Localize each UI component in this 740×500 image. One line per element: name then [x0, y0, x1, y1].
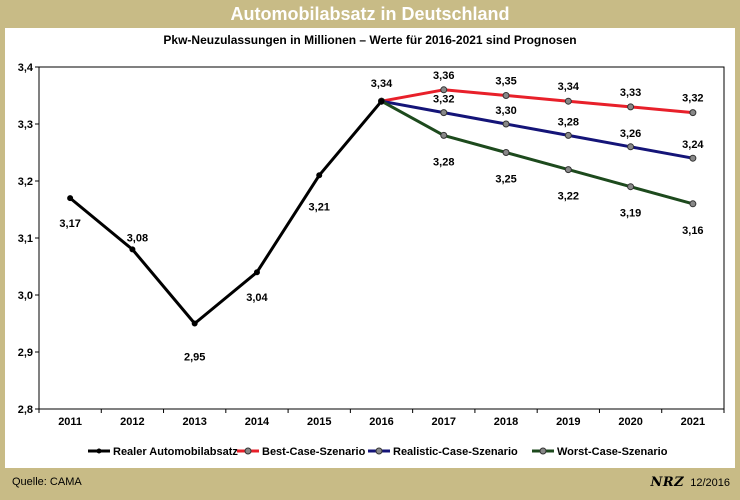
legend-label-worst: Worst-Case-Szenario [557, 446, 668, 458]
source-note: Quelle: CAMA [12, 476, 82, 488]
data-point-worst [440, 131, 448, 139]
data-label: 2,95 [184, 352, 205, 364]
y-tick-label: 2,8 [18, 404, 33, 416]
line-chart: Pkw-Neuzulassungen in Millionen – Werte … [18, 33, 725, 458]
x-tick-label: 2012 [120, 416, 144, 428]
data-point-best [689, 109, 697, 117]
data-label: 3,25 [495, 174, 516, 186]
y-tick-label: 3,3 [18, 119, 33, 131]
data-point-worst [502, 149, 510, 156]
publication-date: 12/2016 [690, 477, 730, 489]
data-point-real [316, 172, 323, 179]
data-label: 3,22 [558, 191, 579, 203]
legend: Realer Automobilabsatz Best-Case-Szenario… [88, 446, 668, 458]
x-tick-label: 2020 [618, 416, 642, 428]
x-tick-label: 2018 [494, 416, 518, 428]
legend-label-best: Best-Case-Szenario [262, 446, 366, 458]
series-layer [67, 86, 697, 327]
legend-marker-realistic [375, 447, 383, 455]
data-label: 3,04 [246, 292, 268, 304]
data-label: 3,28 [558, 116, 579, 128]
data-label: 3,34 [558, 81, 580, 93]
publisher-credit: NRZ 12/2016 [650, 475, 730, 490]
data-point-best [440, 86, 448, 94]
data-label: 3,28 [433, 156, 454, 168]
data-label: 3,32 [682, 93, 703, 105]
data-label: 3,19 [620, 208, 641, 220]
data-label: 3,24 [682, 139, 704, 151]
data-label: 3,26 [620, 128, 641, 140]
legend-marker-real [96, 448, 102, 454]
y-tick-label: 3,0 [18, 290, 33, 302]
x-tick-label: 2014 [245, 416, 270, 428]
x-tick-label: 2017 [432, 416, 456, 428]
y-tick-label: 3,1 [18, 233, 33, 245]
data-point-worst [564, 166, 572, 174]
data-label: 3,34 [371, 78, 393, 90]
data-point-real [378, 98, 385, 105]
data-point-worst [689, 200, 697, 208]
publisher-logo: NRZ [650, 475, 685, 490]
x-tick-label: 2019 [556, 416, 580, 428]
data-point-real [67, 195, 74, 202]
data-point-realistic [502, 120, 510, 128]
x-tick-label: 2015 [307, 416, 331, 428]
chart-panel: Pkw-Neuzulassungen in Millionen – Werte … [5, 28, 735, 468]
chart-title: Pkw-Neuzulassungen in Millionen – Werte … [163, 33, 576, 47]
data-point-best [564, 97, 572, 105]
x-tick-label: 2021 [681, 416, 705, 428]
legend-label-realistic: Realistic-Case-Szenario [393, 446, 518, 458]
series-line-worst [380, 99, 694, 206]
legend-label-real: Realer Automobilabsatz [113, 446, 238, 458]
data-point-realistic [689, 154, 697, 162]
axes: 2,8 2,9 3,0 3,1 3,2 3,3 3,4 2011 2012 2013 2014 201… [18, 62, 725, 428]
header-title: Automobilabsatz in Deutschland [230, 4, 510, 24]
data-point-realistic [564, 131, 572, 139]
data-point-real [253, 269, 260, 276]
data-label: 3,16 [682, 225, 703, 237]
data-point-realistic [440, 109, 448, 117]
series-line-best [381, 88, 694, 115]
data-label: 3,32 [433, 94, 454, 106]
data-point-best [502, 92, 510, 99]
series-line-real [69, 100, 383, 325]
data-point-real [191, 320, 198, 327]
x-tick-label: 2011 [58, 416, 82, 428]
data-label: 3,33 [620, 87, 641, 99]
x-tick-label: 2016 [369, 416, 393, 428]
data-point-real [129, 246, 136, 253]
data-label: 3,08 [127, 232, 148, 244]
data-point-realistic [627, 143, 635, 151]
data-labels: 3,36 3,35 3,34 3,33 3,32 3,32 3,30 3,28 3,26 3,24… [59, 70, 704, 364]
y-tick-label: 3,2 [18, 176, 33, 188]
data-label: 3,21 [309, 201, 330, 213]
legend-marker-best [244, 447, 252, 455]
data-point-worst [627, 183, 635, 191]
legend-marker-worst [539, 447, 547, 455]
y-tick-label: 3,4 [18, 62, 34, 74]
data-label: 3,35 [495, 76, 516, 88]
y-tick-label: 2,9 [18, 347, 33, 359]
x-tick-label: 2013 [182, 416, 206, 428]
data-label: 3,30 [495, 105, 516, 117]
series-line-realistic [381, 99, 694, 160]
data-point-best [627, 103, 635, 111]
data-label: 3,17 [59, 218, 80, 230]
data-label: 3,36 [433, 70, 454, 82]
